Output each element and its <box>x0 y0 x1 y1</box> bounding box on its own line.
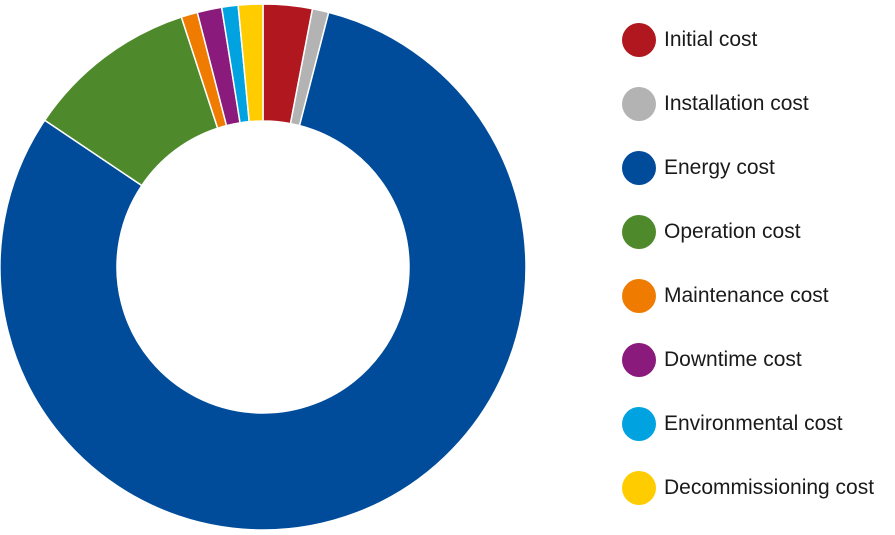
legend-label-operation-cost: Operation cost <box>664 220 801 243</box>
legend-item-initial-cost: Initial cost <box>622 23 895 87</box>
donut-slice-decommissioning-cost <box>237 3 264 123</box>
legend-item-energy-cost: Energy cost <box>622 151 895 215</box>
donut-slice-energy-cost <box>0 11 527 531</box>
legend-swatch-initial-cost <box>622 23 656 57</box>
legend-label-environmental-cost: Environmental cost <box>664 412 843 435</box>
chart-legend: Initial cost Installation cost Energy cost… <box>622 23 895 535</box>
legend-swatch-operation-cost <box>622 215 656 249</box>
legend-swatch-decommissioning-cost <box>622 471 656 505</box>
donut-chart-svg <box>0 3 527 531</box>
legend-label-downtime-cost: Downtime cost <box>664 348 802 371</box>
legend-item-operation-cost: Operation cost <box>622 215 895 279</box>
legend-label-decommissioning-cost: Decommissioning cost <box>664 476 875 499</box>
legend-swatch-installation-cost <box>622 87 656 121</box>
legend-swatch-energy-cost <box>622 151 656 185</box>
legend-item-installation-cost: Installation cost <box>622 87 895 151</box>
donut-chart <box>0 3 527 531</box>
legend-label-initial-cost: Initial cost <box>664 28 758 51</box>
legend-label-installation-cost: Installation cost <box>664 92 809 115</box>
legend-item-maintenance-cost: Maintenance cost <box>622 279 895 343</box>
legend-swatch-downtime-cost <box>622 343 656 377</box>
legend-label-energy-cost: Energy cost <box>664 156 775 179</box>
legend-item-decommissioning-cost: Decommissioning cost <box>622 471 895 535</box>
legend-label-maintenance-cost: Maintenance cost <box>664 284 829 307</box>
legend-item-environmental-cost: Environmental cost <box>622 407 895 471</box>
legend-item-downtime-cost: Downtime cost <box>622 343 895 407</box>
legend-swatch-environmental-cost <box>622 407 656 441</box>
legend-swatch-maintenance-cost <box>622 279 656 313</box>
